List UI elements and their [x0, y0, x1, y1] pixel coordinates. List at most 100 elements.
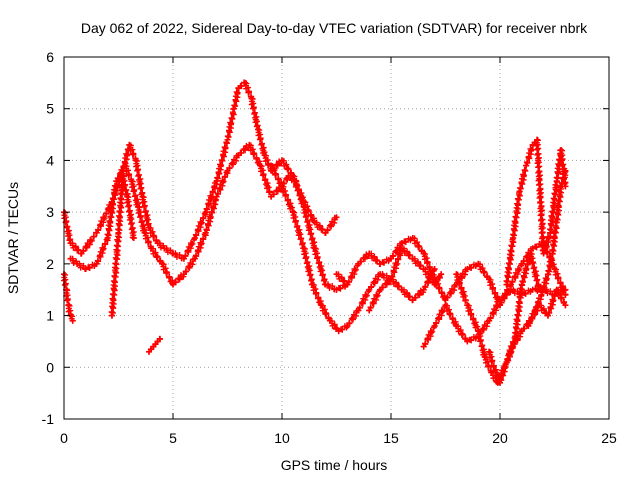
data-point: [540, 250, 547, 257]
data-point: [82, 266, 89, 273]
data-point: [235, 85, 242, 92]
data-point: [202, 229, 209, 236]
data-point: [65, 302, 72, 309]
data-point: [497, 297, 503, 304]
data-point: [180, 255, 187, 262]
data-point: [503, 281, 510, 288]
data-point: [191, 235, 198, 241]
data-point: [180, 271, 187, 278]
data-point: [311, 219, 318, 226]
series-trace-m: [146, 335, 163, 355]
chart-title: Day 062 of 2022, Sidereal Day-to-day VTE…: [81, 20, 588, 36]
data-point: [139, 193, 146, 200]
data-point: [518, 281, 525, 288]
data-point: [326, 317, 333, 324]
series-trace-b: [67, 141, 351, 293]
data-point: [122, 162, 129, 169]
data-point: [553, 286, 560, 293]
data-point: [518, 328, 525, 335]
data-point: [507, 286, 514, 293]
data-point: [235, 152, 242, 159]
data-point: [170, 250, 176, 257]
data-point: [442, 297, 449, 304]
data-point: [544, 271, 551, 278]
data-point: [377, 286, 384, 293]
data-point: [409, 297, 416, 304]
x-axis-label: GPS time / hours: [281, 457, 388, 473]
data-point: [104, 235, 111, 241]
series-trace-k: [525, 167, 569, 329]
data-point: [289, 209, 296, 216]
data-point: [268, 162, 275, 169]
data-point: [420, 266, 427, 273]
data-point: [453, 322, 460, 329]
data-point: [115, 229, 122, 236]
data-point: [213, 178, 220, 185]
data-point: [366, 307, 373, 314]
data-point: [246, 141, 253, 148]
data-point: [562, 286, 569, 293]
data-point: [547, 229, 554, 236]
data-point: [300, 203, 307, 210]
data-point: [67, 240, 74, 247]
data-point: [261, 152, 268, 159]
data-point: [527, 250, 534, 257]
data-point: [453, 271, 460, 278]
data-point: [438, 271, 445, 278]
y-tick-label: 3: [46, 204, 54, 220]
data-point: [355, 307, 362, 314]
data-point: [257, 162, 264, 169]
data-point: [431, 322, 438, 329]
data-point: [93, 229, 100, 236]
data-point: [377, 271, 384, 278]
data-point: [268, 193, 275, 200]
data-point: [355, 260, 362, 267]
data-point: [510, 235, 517, 241]
data-point: [388, 276, 394, 283]
data-point: [420, 343, 427, 350]
series-trace-d: [268, 162, 438, 335]
data-point: [159, 260, 166, 267]
x-tick-label: 20: [492, 430, 508, 446]
x-tick-label: 25: [601, 430, 617, 446]
data-point: [292, 178, 299, 185]
series-trace-j: [503, 136, 569, 288]
data-point: [534, 136, 541, 143]
data-point: [562, 302, 569, 309]
data-point: [231, 105, 238, 112]
data-point: [464, 338, 471, 345]
data-point: [344, 281, 351, 288]
data-point: [74, 260, 81, 267]
data-point: [335, 328, 342, 335]
data-point: [128, 178, 135, 185]
data-point: [156, 335, 163, 342]
data-point: [531, 307, 538, 314]
plot-frame: [63, 56, 610, 420]
data-point: [529, 286, 536, 293]
data-point: [503, 359, 510, 366]
y-tick-label: 5: [46, 101, 54, 117]
data-point: [525, 322, 532, 329]
y-tick-label: 1: [46, 308, 54, 324]
y-tick-label: 0: [46, 359, 54, 375]
data-point: [344, 322, 351, 329]
data-point: [279, 183, 285, 190]
data-point: [333, 214, 340, 221]
data-point: [562, 167, 569, 174]
data-point: [248, 95, 255, 102]
data-point: [486, 348, 493, 355]
data-point: [486, 317, 493, 324]
y-axis-label: SDTVAR / TECUs: [5, 182, 21, 294]
data-point: [78, 250, 85, 257]
data-point: [538, 291, 545, 298]
x-tick-label: 0: [60, 430, 68, 446]
series-trace-f: [366, 245, 445, 314]
y-tick-label: -1: [42, 411, 55, 427]
data-point: [464, 302, 471, 309]
data-point: [516, 188, 523, 195]
data-point: [333, 286, 340, 293]
y-tick-label: 2: [46, 256, 54, 272]
data-point: [398, 245, 405, 252]
data-point: [318, 302, 325, 309]
